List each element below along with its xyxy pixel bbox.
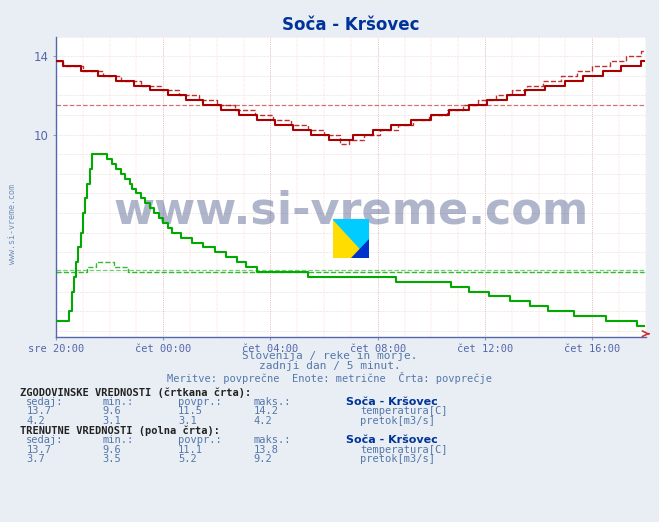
Text: 9.6: 9.6 — [102, 406, 121, 416]
Text: 3.7: 3.7 — [26, 454, 45, 464]
Text: min.:: min.: — [102, 397, 133, 407]
Text: povpr.:: povpr.: — [178, 435, 221, 445]
Text: 5.2: 5.2 — [178, 454, 196, 464]
Text: temperatura[C]: temperatura[C] — [360, 445, 448, 455]
Text: pretok[m3/s]: pretok[m3/s] — [360, 416, 436, 425]
Text: 3.5: 3.5 — [102, 454, 121, 464]
Text: min.:: min.: — [102, 435, 133, 445]
Text: 11.1: 11.1 — [178, 445, 203, 455]
Text: maks.:: maks.: — [254, 435, 291, 445]
Text: maks.:: maks.: — [254, 397, 291, 407]
Text: 13.7: 13.7 — [26, 445, 51, 455]
Text: TRENUTNE VREDNOSTI (polna črta):: TRENUTNE VREDNOSTI (polna črta): — [20, 426, 219, 436]
Text: Soča - Kršovec: Soča - Kršovec — [346, 435, 438, 445]
Text: 13.7: 13.7 — [26, 406, 51, 416]
Text: 11.5: 11.5 — [178, 406, 203, 416]
Polygon shape — [333, 219, 369, 258]
Text: sedaj:: sedaj: — [26, 397, 64, 407]
Text: 9.6: 9.6 — [102, 445, 121, 455]
Polygon shape — [351, 239, 369, 258]
Text: 3.1: 3.1 — [178, 416, 196, 425]
Polygon shape — [333, 219, 369, 258]
Text: 13.8: 13.8 — [254, 445, 279, 455]
Text: 14.2: 14.2 — [254, 406, 279, 416]
Text: www.si-vreme.com: www.si-vreme.com — [113, 189, 588, 232]
Text: 4.2: 4.2 — [254, 416, 272, 425]
Text: Meritve: povprečne  Enote: metrične  Črta: povprečje: Meritve: povprečne Enote: metrične Črta:… — [167, 372, 492, 384]
Text: 3.1: 3.1 — [102, 416, 121, 425]
Text: zadnji dan / 5 minut.: zadnji dan / 5 minut. — [258, 361, 401, 371]
Title: Soča - Kršovec: Soča - Kršovec — [282, 16, 420, 33]
Text: Slovenija / reke in morje.: Slovenija / reke in morje. — [242, 351, 417, 361]
Text: www.si-vreme.com: www.si-vreme.com — [8, 184, 17, 265]
Text: temperatura[C]: temperatura[C] — [360, 406, 448, 416]
Text: 4.2: 4.2 — [26, 416, 45, 425]
Text: povpr.:: povpr.: — [178, 397, 221, 407]
Text: 9.2: 9.2 — [254, 454, 272, 464]
Text: Soča - Kršovec: Soča - Kršovec — [346, 397, 438, 407]
Text: ZGODOVINSKE VREDNOSTI (črtkana črta):: ZGODOVINSKE VREDNOSTI (črtkana črta): — [20, 387, 251, 398]
Text: sedaj:: sedaj: — [26, 435, 64, 445]
Text: pretok[m3/s]: pretok[m3/s] — [360, 454, 436, 464]
